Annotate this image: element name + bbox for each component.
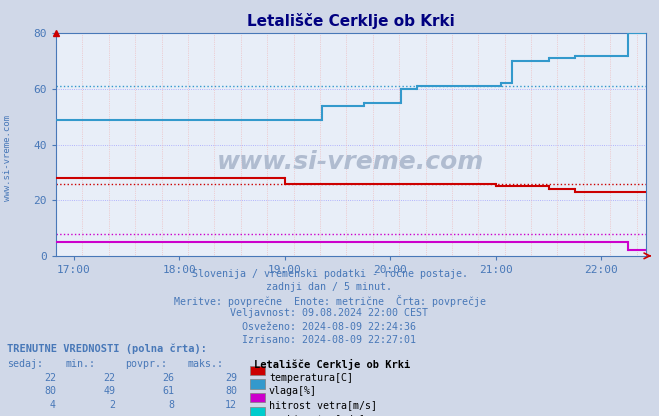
Text: povpr.:: povpr.: <box>125 359 167 369</box>
Text: 61: 61 <box>163 386 175 396</box>
Text: Slovenija / vremenski podatki - ročne postaje.: Slovenija / vremenski podatki - ročne po… <box>192 268 467 279</box>
Text: min.:: min.: <box>66 359 96 369</box>
Text: sedaj:: sedaj: <box>7 359 43 369</box>
Text: Veljavnost: 09.08.2024 22:00 CEST: Veljavnost: 09.08.2024 22:00 CEST <box>231 308 428 318</box>
Title: Letališče Cerklje ob Krki: Letališče Cerklje ob Krki <box>247 13 455 30</box>
Text: hitrost vetra[m/s]: hitrost vetra[m/s] <box>269 400 377 410</box>
Text: temperatura[C]: temperatura[C] <box>269 373 353 383</box>
Text: maks.:: maks.: <box>188 359 224 369</box>
Text: Osveženo: 2024-08-09 22:24:36: Osveženo: 2024-08-09 22:24:36 <box>243 322 416 332</box>
Text: zadnji dan / 5 minut.: zadnji dan / 5 minut. <box>266 282 393 292</box>
Text: 26: 26 <box>163 373 175 383</box>
Text: 22: 22 <box>44 373 56 383</box>
Text: 12: 12 <box>225 400 237 410</box>
Text: 2: 2 <box>109 400 115 410</box>
Text: 29: 29 <box>225 373 237 383</box>
Text: 8: 8 <box>169 400 175 410</box>
Text: 49: 49 <box>103 386 115 396</box>
Text: 22: 22 <box>103 373 115 383</box>
Text: Izrisano: 2024-08-09 22:27:01: Izrisano: 2024-08-09 22:27:01 <box>243 335 416 345</box>
Text: -nan: -nan <box>32 414 56 416</box>
Text: Meritve: povprečne  Enote: metrične  Črta: povprečje: Meritve: povprečne Enote: metrične Črta:… <box>173 295 486 307</box>
Text: www.si-vreme.com: www.si-vreme.com <box>3 115 13 201</box>
Text: 80: 80 <box>44 386 56 396</box>
Text: 80: 80 <box>225 386 237 396</box>
Text: 4: 4 <box>50 400 56 410</box>
Text: sunki vetra[m/s]: sunki vetra[m/s] <box>269 414 365 416</box>
Text: Letališče Cerklje ob Krki: Letališče Cerklje ob Krki <box>254 359 410 370</box>
Text: TRENUTNE VREDNOSTI (polna črta):: TRENUTNE VREDNOSTI (polna črta): <box>7 343 206 354</box>
Text: -nan: -nan <box>214 414 237 416</box>
Text: vlaga[%]: vlaga[%] <box>269 386 317 396</box>
Text: www.si-vreme.com: www.si-vreme.com <box>217 150 484 174</box>
Text: -nan: -nan <box>151 414 175 416</box>
Text: -nan: -nan <box>92 414 115 416</box>
